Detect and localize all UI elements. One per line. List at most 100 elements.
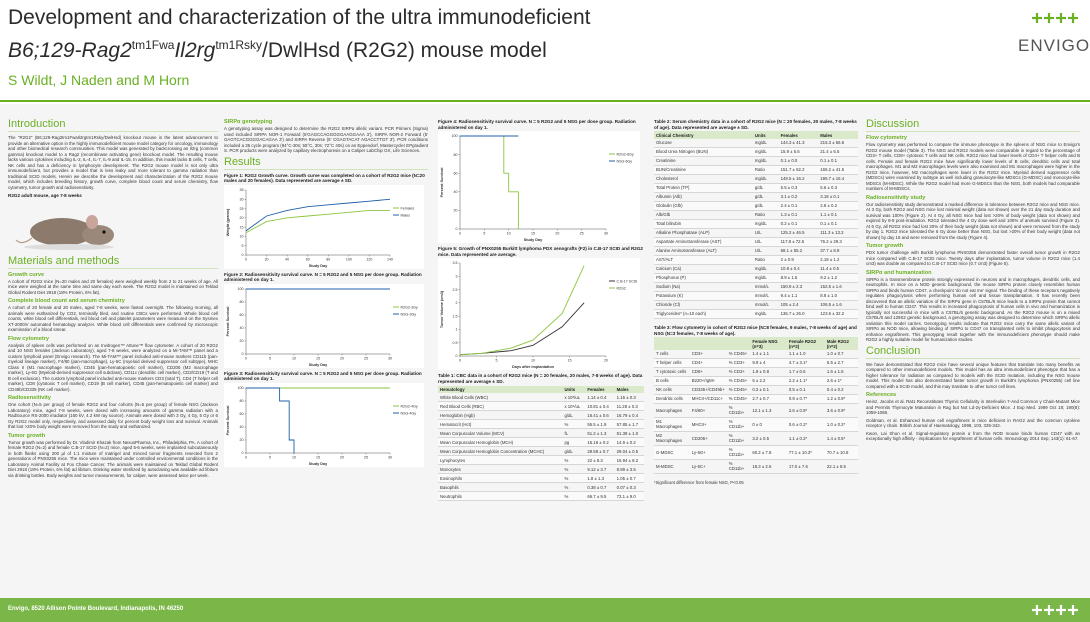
table-row: Neutrophils% 66.7 ± 9.5 73.1 ± 9.0 — [438, 491, 644, 502]
table-row: G-MDSC Ly-6G+% CD11b+ 60.2 ± 7.8 77.1 ± 10.… — [654, 445, 858, 460]
header-cell: Female NSG (n=3) — [750, 337, 787, 350]
series-line — [460, 135, 519, 230]
subheading: Flow cytometry — [8, 335, 50, 342]
table-cell: 37.7 ± 8.8 — [818, 246, 858, 256]
section-heading: Conclusion — [866, 345, 1080, 359]
table-cell: M2 Macrophages — [654, 431, 690, 446]
mouse-body — [30, 217, 94, 246]
table-row: Albumin (Alb) g/dL 3.1 ± 0.2 3.18 ± 0.1 — [654, 192, 858, 202]
table-cell: 8.9 ± 1.5 — [778, 273, 819, 283]
table-cell: Ratio — [752, 165, 779, 175]
table-cell: 21.4 ± 6.5 — [818, 147, 858, 157]
x-tick-label: 80 — [326, 257, 330, 261]
table-row: AST/ALT Ratio 2 ± 0.9 2.18 ± 1.2 — [654, 255, 858, 265]
table-cell: % CD45+ — [726, 385, 751, 395]
header-cell — [726, 337, 751, 350]
table-cell: 136.7 ± 26.0 — [778, 309, 819, 319]
table-cell: Total bilirubin — [654, 219, 753, 229]
table-cell: Triglycerides* (n=10 each) — [654, 309, 753, 319]
title-line: B6;129-Rag2tm1FwaIl2rgtm1Rsky/DwlHsd (R2… — [8, 38, 547, 63]
table-cell: 0.2 ± 0.1 — [778, 219, 819, 229]
table-row: White Blood Cells (WBC) x 10³/uL 1.14 ± 0.… — [438, 393, 644, 403]
subheading: Flow cytometry — [866, 135, 908, 141]
table-cell: Monocytes — [438, 464, 563, 475]
paragraph: The "R2G2" (B6;129-Rag2tm1FwaIl2rgtm1Rsk… — [8, 135, 218, 190]
table-cell: 73.1 ± 9.0 — [614, 491, 644, 502]
table-cell: 2.18 ± 1.2 — [818, 255, 858, 265]
x-tick-label: 15 — [531, 232, 535, 236]
logo: ENVIGO — [1018, 36, 1090, 55]
header-row: Hematology Units Females Males — [438, 385, 644, 394]
table-cell: 2 ± 0.9 — [778, 255, 819, 265]
x-tick-label: 20 — [265, 257, 269, 261]
table-cell: 8.89 ± 3.5 — [614, 464, 644, 475]
table-row: Total Protein (TP) g/dL 5.5 ± 0.3 5.6 ± 0.3 — [654, 183, 858, 193]
table-cell: 5.6 ± 0.3 — [818, 183, 858, 193]
table-row: T cells CD3+% CD45+ 1.4 ± 1.1 1.1 ± 1.0 1.0 … — [654, 349, 858, 359]
y-tick-label: 20 — [240, 339, 244, 343]
table-cell: 77.1 ± 10.3* — [786, 445, 825, 460]
table-cell: mg/dL — [752, 138, 779, 148]
table-cell: mg/dL — [752, 273, 779, 283]
x-tick-label: 0 — [459, 359, 461, 363]
table-cell: 17.0 ± 7.6 — [786, 459, 825, 474]
table-row: Chloride (Cl) mmol/L 105 ± 2.4 106.5 ± 1.6 — [654, 300, 858, 310]
title-segment: B6;129-Rag2 — [8, 39, 132, 62]
table-cell: T cytotoxic cells — [654, 367, 690, 377]
table-cell: 9.2 ± 1.2 — [818, 273, 858, 283]
x-tick-label: 20 — [555, 232, 559, 236]
table-cell: mmol/L — [752, 282, 779, 292]
header-row: Female NSG (n=3) Female R2G2 (n=2) Male R2… — [654, 337, 858, 350]
table-cell: 8.8 ± 1.0 — [818, 291, 858, 301]
table-cell: 1.9 ± 0.8 — [750, 367, 787, 377]
table-cell: % — [562, 455, 586, 466]
table-cell: 5.5 ± 0.3 — [778, 183, 819, 193]
table-cell: % — [562, 419, 586, 430]
table-cell: 9.12 ± 3.7 — [585, 464, 615, 475]
table-cell: 1.7 ± 0.6 — [786, 367, 825, 377]
y-axis-label: Weight (grams) — [226, 208, 230, 236]
table-cell: % — [562, 482, 586, 493]
table-cell: 9.4 ± 1.1 — [778, 291, 819, 301]
table-cell: x 10⁶/uL — [562, 401, 586, 412]
header-cell: Clinical Chemistry — [654, 131, 753, 139]
y-tick-label: 3 — [456, 275, 458, 279]
subheading: Radiosensitivity — [8, 395, 51, 402]
table-cell: 29.58 ± 0.7 — [585, 446, 615, 457]
x-axis-label: Study Day — [309, 363, 328, 367]
paragraph: We have demonstrated that R2G2 mice have… — [866, 361, 1080, 389]
table-cell: 0.38 ± 0.7 — [585, 482, 615, 493]
table-cell: 11.4 ± 0.5 — [818, 264, 858, 274]
x-tick-label: 15 — [316, 356, 320, 360]
y-tick-label: 60 — [240, 313, 244, 317]
table-cell: CD335+/CD49b+ — [689, 385, 727, 395]
table-cell: Aspartate Aminotransferase (AST) — [654, 237, 753, 247]
title-superscript: tm1Fwa — [131, 38, 175, 52]
table-cell: CD3+ — [689, 349, 727, 359]
x-tick-label: 100 — [346, 257, 352, 261]
table-cell: 16.79 ± 0.4 — [614, 410, 644, 421]
header-cell — [654, 337, 690, 350]
table-cell: 68.1 ± 55.2 — [778, 246, 819, 256]
table-cell: White Blood Cells (WBC) — [438, 393, 563, 403]
table-cell: G-MDSC — [654, 445, 690, 460]
x-tick-label: 5 — [483, 232, 485, 236]
table-cell: MHCII+ — [689, 417, 727, 432]
table-cell: 14.9 ± 0.2 — [614, 437, 644, 448]
x-tick-label: 0 — [245, 257, 247, 261]
table-cell: CD206+ — [689, 431, 727, 446]
table-cell: % — [562, 464, 586, 475]
paragraph: Tumor growth was performed by Dr. Vladim… — [8, 439, 218, 478]
table-cell: Basophils — [438, 482, 563, 493]
y-tick-label: 0 — [456, 355, 458, 359]
table-cell: 106.5 ± 1.6 — [818, 300, 858, 310]
x-tick-label: 20 — [340, 356, 344, 360]
y-tick-label: 60 — [454, 172, 458, 176]
table-cell: % CD11b+ — [726, 403, 751, 418]
table-row: Monocytes% 9.12 ± 3.7 8.89 ± 3.5 — [438, 464, 644, 475]
y-tick-label: 80 — [240, 300, 244, 304]
y-axis-label: Percent Survival — [226, 306, 230, 336]
header-cell: Females — [778, 131, 819, 139]
chart: 0 5 10 15 20 25 30 35 0 20 40 60 80 100 120 140 Study Da… — [224, 184, 424, 269]
table-cell: B cells — [654, 376, 690, 386]
